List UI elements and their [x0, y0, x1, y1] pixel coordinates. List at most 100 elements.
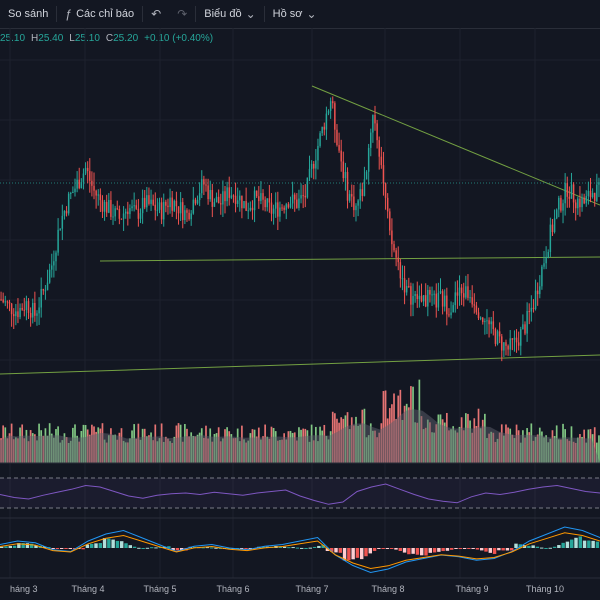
- candle-body: [116, 208, 118, 210]
- candle-body: [226, 187, 228, 202]
- candle-body: [361, 189, 364, 196]
- candle-body: [184, 210, 186, 221]
- candle-body: [196, 199, 199, 204]
- ohlc-open: 25.10: [0, 33, 26, 44]
- macd-bar: [420, 548, 424, 556]
- candle-body: [110, 200, 112, 217]
- candle-body: [460, 287, 463, 294]
- candle-body: [29, 312, 32, 318]
- macd-bar: [261, 546, 265, 548]
- macd-bar: [21, 543, 25, 548]
- macd-bar: [428, 548, 432, 553]
- candle-body: [308, 168, 311, 178]
- candlestick-series: [0, 96, 600, 362]
- toolbar-divider: [142, 6, 144, 22]
- macd-bar: [214, 547, 218, 549]
- candle-body: [583, 197, 585, 204]
- indicators-button[interactable]: ƒ Các chỉ báo: [57, 0, 142, 28]
- macd-bar: [167, 546, 171, 548]
- candle-body: [429, 290, 431, 295]
- candle-body: [139, 213, 142, 219]
- undo-icon: ↶: [151, 7, 162, 21]
- undo-button[interactable]: ↶: [143, 0, 169, 28]
- macd-bar: [458, 548, 462, 549]
- macd-bar: [312, 546, 317, 548]
- ohlc-close-key: C: [105, 33, 114, 44]
- candle-body: [370, 132, 372, 148]
- candle-body: [340, 150, 342, 162]
- candle-body: [509, 338, 511, 350]
- candle-body: [591, 193, 594, 198]
- candle-body: [34, 302, 36, 316]
- candle-body: [232, 195, 235, 197]
- candle-body: [236, 200, 239, 204]
- candle-body: [367, 147, 370, 172]
- profile-menu-label: Hồ sơ: [272, 8, 303, 20]
- toolbar-divider: [56, 6, 58, 22]
- macd-bar: [548, 547, 552, 549]
- macd-bar: [300, 547, 304, 549]
- macd-bar: [124, 543, 128, 548]
- candle-body: [171, 197, 173, 211]
- candle-body: [165, 201, 167, 206]
- function-icon: ƒ: [65, 7, 73, 21]
- candle-body: [422, 295, 425, 302]
- macd-bar: [505, 548, 510, 551]
- candle-body: [386, 197, 389, 212]
- redo-button[interactable]: ↷: [169, 0, 195, 28]
- macd-bar: [535, 546, 540, 548]
- profile-menu-button[interactable]: Hồ sơ ⌄: [265, 0, 325, 28]
- candle-body: [48, 269, 51, 283]
- candle-body: [146, 195, 148, 208]
- candle-body: [270, 202, 273, 214]
- macd-bar: [527, 545, 531, 548]
- candle-body: [420, 295, 423, 302]
- candle-body: [570, 184, 573, 199]
- macd-bar: [218, 547, 222, 549]
- candle-body: [306, 177, 309, 198]
- chart-menu-button[interactable]: Biểu đồ ⌄: [196, 0, 263, 28]
- candle-body: [61, 215, 64, 229]
- macd-bar: [398, 548, 402, 551]
- candle-body: [291, 194, 294, 204]
- candle-body: [410, 286, 412, 305]
- candle-body: [405, 286, 408, 293]
- candle-body: [332, 101, 334, 104]
- candle-body: [120, 218, 123, 220]
- candle-body: [401, 278, 404, 280]
- candle-body: [4, 301, 7, 303]
- macd-bar: [454, 548, 458, 549]
- candle-body: [53, 261, 55, 266]
- macd-bar: [510, 548, 514, 551]
- candle-body: [325, 113, 328, 130]
- candle-body: [19, 307, 21, 318]
- candle-body: [137, 208, 140, 219]
- macd-bar: [467, 548, 471, 549]
- candle-body: [418, 295, 421, 300]
- candle-body: [175, 200, 178, 207]
- top-toolbar: So sánh ƒ Các chỉ báo ↶ ↷ Biểu đồ ⌄ Hồ s…: [0, 0, 600, 29]
- candle-body: [194, 199, 197, 204]
- candle-body: [72, 191, 74, 193]
- candle-body: [520, 329, 522, 346]
- candle-body: [141, 197, 144, 214]
- macd-bar: [394, 548, 398, 550]
- macd-bar: [381, 548, 385, 549]
- macd-bar: [282, 546, 287, 548]
- candle-body: [315, 160, 317, 169]
- candle-body: [365, 171, 368, 180]
- macd-bar: [390, 548, 394, 549]
- candle-body: [46, 282, 49, 291]
- macd-bar: [278, 546, 282, 548]
- macd-bar: [111, 539, 115, 548]
- macd-bar: [205, 547, 210, 549]
- macd-bar: [12, 545, 17, 548]
- candle-body: [443, 295, 446, 307]
- candle-body: [279, 207, 281, 217]
- candle-body: [526, 311, 528, 334]
- candle-body: [536, 290, 539, 295]
- candle-body: [416, 294, 418, 300]
- compare-button[interactable]: So sánh: [0, 0, 56, 28]
- candle-body: [21, 307, 23, 310]
